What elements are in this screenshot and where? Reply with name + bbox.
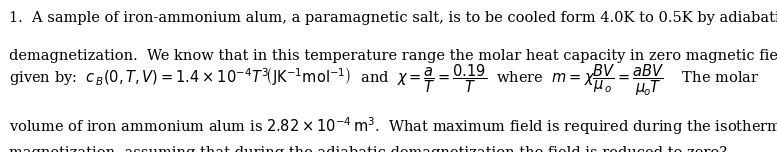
Text: demagnetization.  We know that in this temperature range the molar heat capacity: demagnetization. We know that in this te… xyxy=(9,49,777,63)
Text: volume of iron ammonium alum is $2.82\times10^{-4}\,\mathrm{m}^3$.  What maximum: volume of iron ammonium alum is $2.82\ti… xyxy=(9,116,777,137)
Text: 1.  A sample of iron-ammonium alum, a paramagnetic salt, is to be cooled form 4.: 1. A sample of iron-ammonium alum, a par… xyxy=(9,11,777,25)
Text: given by:  $c_{\,B}(0,T,V)=1.4\times10^{-4}T^{3}\!\left(\mathrm{JK^{-1}mol^{-1}}: given by: $c_{\,B}(0,T,V)=1.4\times10^{-… xyxy=(9,63,760,98)
Text: magnetization, assuming that during the adiabatic demagnetization the field is r: magnetization, assuming that during the … xyxy=(9,146,727,152)
